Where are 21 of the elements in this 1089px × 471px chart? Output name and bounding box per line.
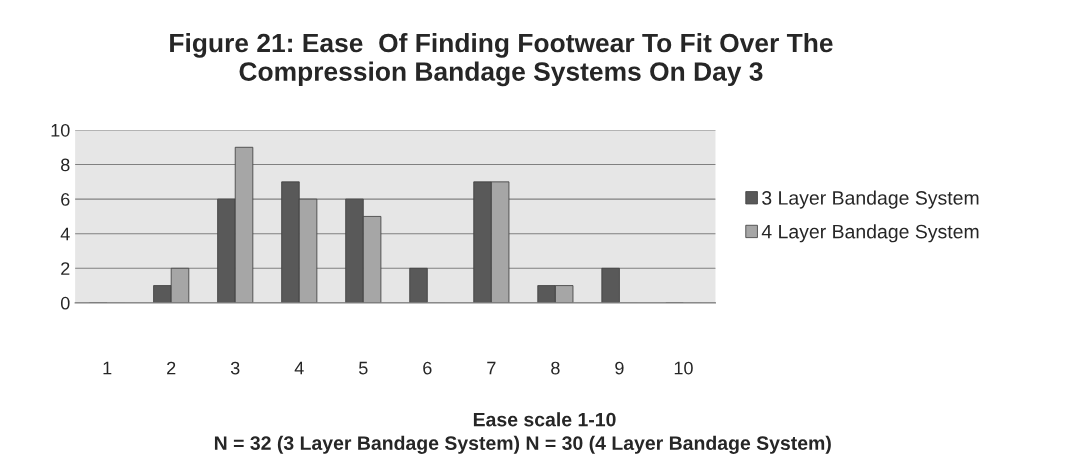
x-axis-title: Ease scale 1-10 <box>473 412 616 427</box>
legend-label: 4 Layer Bandage System <box>761 224 979 243</box>
legend-label: 3 Layer Bandage System <box>762 190 979 209</box>
chart-title: Figure 21: Ease Of Finding Footwear To Fit Over The Compression Bandage Systems On Day 3 <box>170 32 833 87</box>
x-tick-label: 4 <box>294 361 304 375</box>
x-tick-label: 8 <box>551 361 560 375</box>
x-tick-label: 3 <box>230 361 240 375</box>
x-tick-label: 2 <box>167 361 176 375</box>
text: N = 32 (3 Layer Bandage System) N = 30 (4 Layer Bandage System) <box>214 435 831 454</box>
y-tick-label: 6 <box>61 193 70 206</box>
y-tick-label: 2 <box>61 262 70 275</box>
x-tick-label: 6 <box>423 361 432 375</box>
x-tick-label: 9 <box>615 361 624 375</box>
x-tick-label: 10 <box>674 361 693 375</box>
y-tick-label: 10 <box>51 123 70 137</box>
x-tick-label: 1 <box>103 361 112 375</box>
y-tick-label: 4 <box>60 227 70 241</box>
x-tick-label: 7 <box>487 361 496 375</box>
y-tick-label: 8 <box>61 158 70 172</box>
x-tick-label: 5 <box>358 361 368 375</box>
y-tick-label: 0 <box>60 296 70 310</box>
